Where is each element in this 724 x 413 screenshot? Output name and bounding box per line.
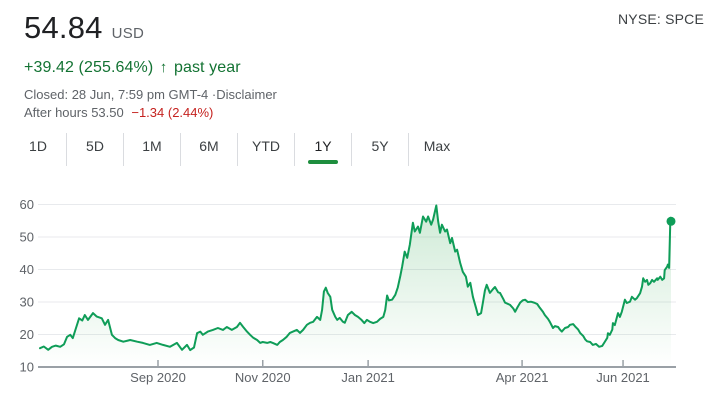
tab-6m[interactable]: 6M	[180, 133, 237, 166]
y-axis-label: 20	[20, 327, 34, 342]
after-hours-text: After hours 53.50	[24, 105, 124, 120]
tab-max[interactable]: Max	[408, 133, 465, 166]
chart-series	[39, 204, 676, 367]
y-axis-label: 60	[20, 197, 34, 212]
price-change-row: +39.42 (255.64%) ↑ past year	[24, 59, 241, 77]
price-value: 54.84	[24, 10, 103, 45]
x-axis-label: Sep 2020	[130, 370, 186, 385]
after-hours-row: After hours 53.50 −1.34 (2.44%)	[24, 105, 213, 120]
x-axis-label: Jan 2021	[341, 370, 395, 385]
y-axis-label: 30	[20, 295, 34, 310]
price-line	[39, 204, 672, 352]
tab-5y[interactable]: 5Y	[351, 133, 408, 166]
range-tab-bar: 1D 5D 1M 6M YTD 1Y 5Y Max	[10, 133, 465, 166]
tab-1d[interactable]: 1D	[29, 138, 47, 154]
x-axis-label: Apr 2021	[496, 370, 549, 385]
exchange-ticker: NYSE: SPCE	[617, 11, 704, 27]
price-chart[interactable]: 10 20 30 40 50 60 Sep 2020 Nov 2020 Jan 2021 Apr …	[0, 180, 724, 408]
closed-text: Closed: 28 Jun, 7:59 pm GMT-4 ·	[24, 87, 217, 102]
arrow-up-icon: ↑	[159, 59, 168, 76]
change-amount: +39.42 (255.64%)	[24, 59, 154, 76]
after-hours-change: −1.34 (2.44%)	[131, 105, 214, 120]
tab-ytd[interactable]: YTD	[237, 133, 294, 166]
change-period: past year	[173, 59, 241, 76]
last-price-dot	[666, 216, 676, 226]
market-status-row: Closed: 28 Jun, 7:59 pm GMT-4 ·Disclaime…	[24, 87, 277, 102]
y-axis-label: 50	[20, 230, 34, 245]
x-axis-label: Jun 2021	[596, 370, 650, 385]
disclaimer-link[interactable]: Disclaimer	[216, 87, 277, 102]
price-area-fill	[40, 205, 671, 367]
tab-1y[interactable]: 1Y	[294, 133, 351, 166]
price-chart-area[interactable]: 10 20 30 40 50 60 Sep 2020 Nov 2020 Jan 2021 Apr …	[0, 180, 724, 408]
tab-5d[interactable]: 5D	[66, 133, 123, 166]
chart-axis-labels: 10 20 30 40 50 60 Sep 2020 Nov 2020 Jan 2021 Apr …	[20, 197, 650, 385]
price-row: 54.84 USD	[24, 10, 700, 46]
quote-header: 54.84 USD	[24, 10, 700, 46]
y-axis-label: 40	[20, 262, 34, 277]
x-axis-label: Nov 2020	[235, 370, 291, 385]
tab-1m[interactable]: 1M	[123, 133, 180, 166]
y-axis-label: 10	[20, 360, 34, 375]
price-currency: USD	[111, 25, 145, 42]
